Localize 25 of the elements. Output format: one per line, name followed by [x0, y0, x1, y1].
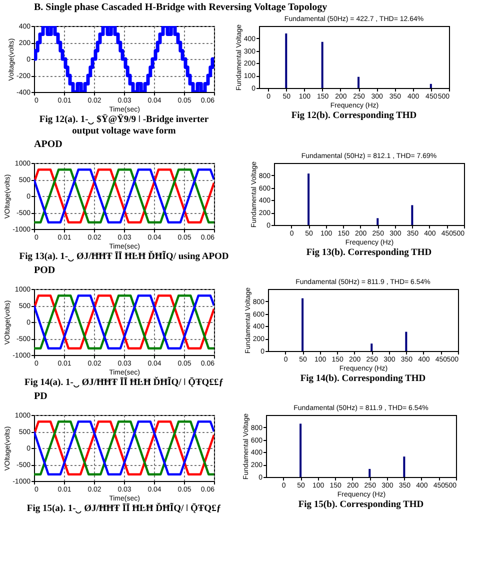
caption: Fig 13(b). Corresponding THD: [306, 248, 432, 258]
bar: [403, 456, 406, 477]
caption: Fig 15(a). 1-‿ ØJ/ĦĦŦ ĪĪ ĦĿĦ ĎĦĨQ/ ǀ ǬŦQ£ƒ: [26, 502, 222, 514]
caption: Fig 15(b). Corresponding THD: [298, 500, 424, 510]
bar: [358, 76, 360, 88]
text: B. Single phase Cascaded H-Bridge with Reversing Voltage Topology: [34, 2, 328, 13]
caption: Fig 14(a). 1-‿ ØJ/ĦĦŦ ĪĪ ĦĿĦ ĎĦĨQ/ ǀ ǬŦQ££ƒ: [24, 376, 224, 388]
bar: [368, 468, 371, 477]
bar: [300, 424, 302, 477]
text: POD: [34, 265, 56, 276]
text: PD: [34, 391, 48, 402]
text: APOD: [34, 139, 62, 150]
bar: [321, 42, 324, 88]
bar: [430, 84, 432, 88]
caption: Fig 12(b). Corresponding THD: [291, 111, 417, 121]
bar: [285, 33, 288, 88]
bar: [308, 174, 310, 225]
bar: [405, 332, 408, 351]
bar: [370, 344, 373, 351]
caption: Fig 14(b). Corresponding THD: [300, 374, 426, 384]
caption: Fig 13(a). 1-‿ ØJ/ĦĦŦ ĪĪ ĦĿĦ ĎĦĨQ/ using APOD: [19, 250, 229, 262]
bar: [302, 298, 304, 351]
bar: [411, 205, 414, 225]
caption: Fig 12(a). 1-‿ $Ÿ@Ÿ9/9 ǀ -Bridge inverter output voltage wave form: [39, 114, 210, 136]
bar: [376, 218, 379, 225]
